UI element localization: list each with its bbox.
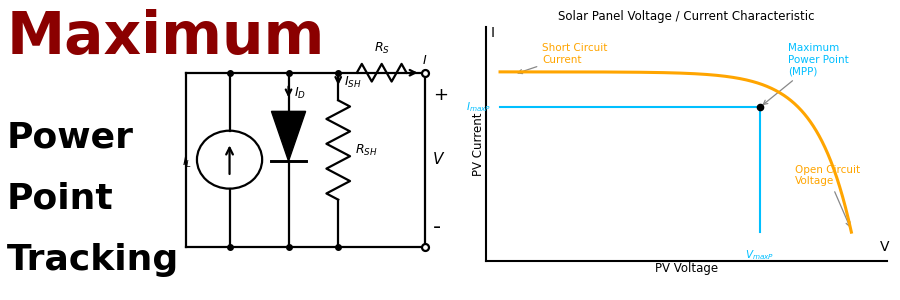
Text: $I_D$: $I_D$ — [294, 86, 306, 101]
Y-axis label: PV Current: PV Current — [472, 112, 484, 176]
Text: $R_{SH}$: $R_{SH}$ — [356, 142, 378, 158]
Text: Tracking: Tracking — [7, 243, 179, 277]
Text: $V_{maxP}$: $V_{maxP}$ — [745, 248, 775, 262]
Text: $I$: $I$ — [422, 54, 427, 67]
Text: $R_S$: $R_S$ — [374, 41, 390, 56]
Text: V: V — [433, 152, 444, 167]
Text: Maximum: Maximum — [7, 9, 326, 66]
Text: Power: Power — [7, 120, 134, 154]
Title: Solar Panel Voltage / Current Characteristic: Solar Panel Voltage / Current Characteri… — [558, 10, 814, 23]
Text: -: - — [433, 217, 441, 237]
Polygon shape — [272, 111, 306, 161]
Text: Short Circuit
Current: Short Circuit Current — [518, 43, 608, 74]
Text: $I_L$: $I_L$ — [183, 155, 193, 170]
Text: Point: Point — [7, 182, 113, 215]
Text: +: + — [433, 86, 448, 104]
Text: $I_{SH}$: $I_{SH}$ — [344, 75, 362, 90]
Text: V: V — [880, 240, 889, 254]
Text: Maximum
Power Point
(MPP): Maximum Power Point (MPP) — [763, 43, 849, 104]
Text: I: I — [491, 26, 494, 40]
X-axis label: PV Voltage: PV Voltage — [654, 262, 718, 275]
Text: $I_{maxP}$: $I_{maxP}$ — [466, 100, 491, 114]
Text: Open Circuit
Voltage: Open Circuit Voltage — [796, 165, 860, 226]
